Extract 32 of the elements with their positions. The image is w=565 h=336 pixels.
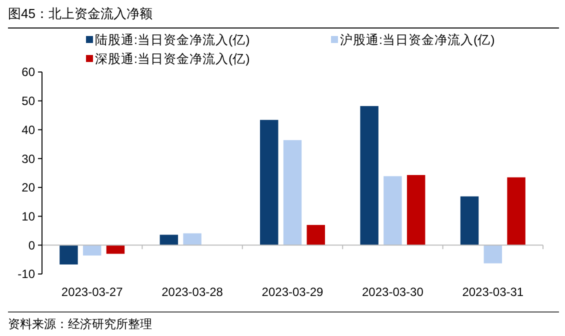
- bar: [183, 233, 202, 246]
- bar: [406, 175, 426, 246]
- y-tick-label: -10: [18, 267, 36, 282]
- text: 资料来源：经济研究所整理: [8, 317, 152, 331]
- y-tick-label: 60: [22, 65, 36, 80]
- bar: [507, 177, 526, 246]
- legend-label: 沪股通:当日资金净流入(亿): [340, 32, 495, 47]
- bar: [260, 120, 278, 246]
- y-tick-label: 20: [22, 180, 36, 195]
- bar: [306, 224, 325, 246]
- bar: [384, 176, 402, 246]
- x-tick-label: 2023-03-27: [61, 285, 124, 299]
- bar: [283, 140, 302, 246]
- bar: [82, 245, 102, 256]
- bar: [60, 245, 78, 264]
- x-tick-label: 2023-03-31: [462, 285, 524, 299]
- y-tick-label: 0: [28, 238, 36, 252]
- x-tick-label: 2023-03-30: [362, 285, 424, 299]
- y-tick-label: 30: [22, 152, 36, 166]
- bar: [360, 106, 378, 246]
- y-tick-label: 10: [22, 209, 36, 224]
- legend-label: 陆股通:当日资金净流入(亿): [95, 32, 250, 47]
- bar: [484, 245, 502, 264]
- x-tick-label: 2023-03-29: [262, 285, 324, 299]
- bar: [160, 234, 178, 246]
- x-tick-label: 2023-03-28: [162, 285, 224, 299]
- bar: [106, 245, 125, 254]
- y-tick-label: 40: [22, 122, 36, 137]
- bar: [460, 196, 479, 246]
- chart-title: 图45：北上资金流入净额: [8, 6, 152, 21]
- y-tick-label: 50: [22, 94, 36, 108]
- legend-label: 深股通:当日资金净流入(亿): [95, 51, 250, 66]
